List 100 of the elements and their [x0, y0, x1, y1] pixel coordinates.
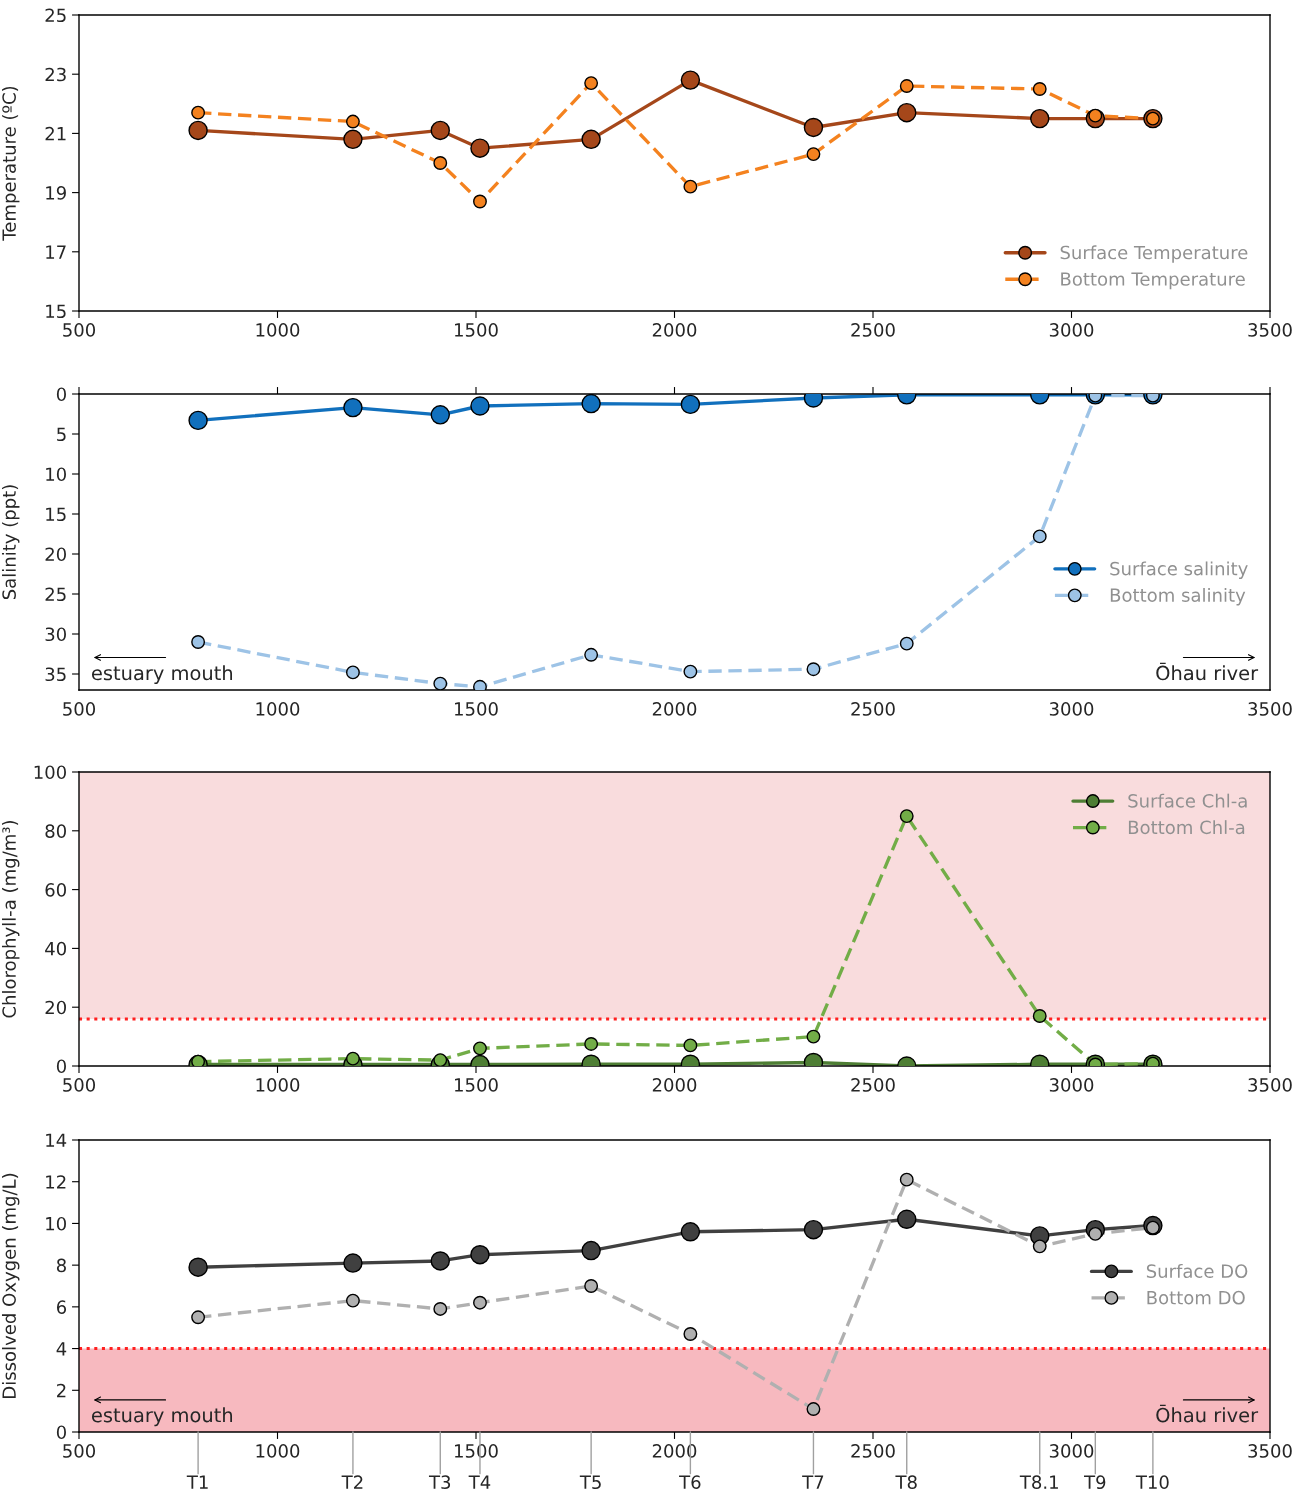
y-tick-label: 21	[45, 126, 66, 141]
annotation: Ōhau river	[1156, 1404, 1259, 1423]
x-tick-label: 3500	[1248, 323, 1292, 337]
y-tick-label: 8	[56, 1258, 66, 1273]
x-tick-label: 2500	[851, 1444, 895, 1458]
point	[584, 76, 599, 91]
x-tick-label: 3000	[1049, 1078, 1094, 1092]
y-tick-label: 15	[46, 507, 66, 522]
point	[473, 1295, 487, 1310]
x-tick-label: 1500	[455, 323, 498, 337]
y-tick-label: 5	[57, 427, 66, 442]
annotation: Ōhau river	[1156, 662, 1259, 681]
point	[345, 1293, 360, 1308]
point	[191, 105, 206, 120]
point	[1032, 529, 1047, 544]
y-tick-label: 23	[45, 67, 66, 82]
x-tick-label: 3000	[1049, 323, 1094, 337]
point	[191, 635, 206, 649]
x-tick-label: 3000	[1049, 702, 1094, 716]
legend-label: Bottom Chl-a	[1128, 820, 1245, 835]
point	[806, 662, 821, 677]
x-tick-label: 3000	[1049, 1444, 1094, 1458]
point	[899, 1172, 914, 1187]
x-tick-label: 500	[63, 1078, 96, 1092]
annotation: T2	[341, 1475, 363, 1489]
point	[803, 117, 824, 138]
y-tick-label: 0	[56, 1059, 66, 1074]
y-tick-label: 100	[34, 765, 66, 780]
point	[897, 1209, 917, 1229]
annotation: T7	[802, 1475, 824, 1489]
y-axis-title: Salinity (ppt)	[1, 485, 20, 600]
x-tick-label: 1500	[455, 702, 498, 716]
annotation: T9	[1084, 1475, 1106, 1490]
x-tick-label: 2500	[851, 702, 895, 716]
y-tick-label: 6	[56, 1300, 67, 1314]
annotation: T5	[579, 1475, 601, 1490]
point	[683, 1327, 698, 1341]
annotation: T3	[428, 1475, 451, 1490]
y-tick-label: 80	[45, 824, 66, 838]
y-tick-label: 30	[45, 627, 66, 642]
point	[584, 1279, 599, 1293]
y-tick-label: 35	[45, 667, 66, 682]
y-tick-label: 0	[56, 387, 66, 402]
legend-label: Bottom Temperature	[1061, 272, 1245, 290]
y-tick-label: 40	[45, 941, 66, 956]
point	[430, 120, 450, 141]
y-tick-label: 4	[56, 1342, 67, 1356]
point	[191, 1310, 206, 1325]
point	[683, 664, 698, 679]
point	[188, 120, 208, 141]
point	[806, 147, 821, 162]
point	[683, 179, 698, 194]
y-tick-label: 10	[46, 467, 66, 482]
y-tick-label: 17	[46, 245, 66, 259]
point	[581, 129, 601, 150]
point	[433, 676, 448, 690]
point	[680, 70, 701, 90]
point	[470, 1244, 490, 1265]
y-tick-label: 10	[46, 1216, 66, 1231]
y-tick-label: 15	[46, 304, 66, 319]
y-tick-label: 20	[45, 547, 66, 562]
x-tick-label: 500	[63, 323, 96, 337]
y-tick-label: 25	[45, 587, 66, 602]
y-tick-label: 25	[45, 8, 66, 23]
legend-label: Surface salinity	[1110, 561, 1248, 579]
point	[806, 1402, 821, 1417]
point	[1032, 82, 1047, 96]
point	[343, 1253, 363, 1273]
y-tick-label: 2	[57, 1383, 66, 1398]
annotation: T8.1	[1019, 1475, 1058, 1490]
x-tick-label: 1000	[256, 1444, 300, 1458]
point	[473, 194, 487, 209]
point	[899, 809, 914, 824]
x-tick-label: 3500	[1248, 702, 1292, 716]
point	[343, 129, 363, 150]
x-tick-label: 1500	[455, 1078, 498, 1092]
point	[433, 1301, 448, 1316]
point	[1032, 1239, 1047, 1254]
y-tick-label: 19	[46, 186, 66, 200]
annotation: T10	[1135, 1475, 1169, 1490]
y-axis-title: Chlorophyll-a (mg/m³)	[1, 820, 20, 1018]
legend-label: Bottom salinity	[1110, 587, 1246, 606]
legend-label: Bottom DO	[1147, 1290, 1245, 1305]
point	[899, 79, 914, 93]
x-tick-label: 500	[63, 1444, 96, 1458]
point	[345, 114, 360, 129]
x-tick-label: 2000	[652, 1444, 697, 1458]
annotation: estuary mouth	[91, 665, 233, 685]
x-tick-label: 2000	[652, 1078, 697, 1092]
y-axis-title: Dissolved Oxygen (mg/L)	[1, 1173, 20, 1398]
x-tick-label: 3500	[1248, 1444, 1292, 1458]
y-tick-label: 12	[46, 1175, 66, 1189]
y-axis-title: Temperature (ºC)	[2, 86, 20, 241]
x-tick-label: 2000	[652, 702, 697, 716]
y-tick-label: 14	[46, 1133, 67, 1147]
x-tick-label: 2500	[851, 1078, 895, 1092]
point	[584, 647, 599, 662]
x-tick-label: 1000	[256, 702, 300, 716]
x-tick-label: 1500	[455, 1444, 498, 1458]
point	[188, 1257, 208, 1277]
